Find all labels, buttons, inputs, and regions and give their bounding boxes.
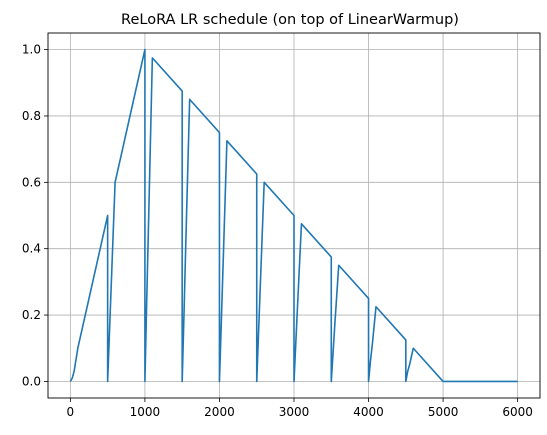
- lr-schedule-line: [69, 48, 518, 383]
- y-tick-label: 1.0: [22, 43, 41, 57]
- x-tick-label: 3000: [279, 405, 310, 419]
- chart-title: ReLoRA LR schedule (on top of LinearWarm…: [121, 12, 459, 28]
- x-tick-label: 5000: [428, 405, 459, 419]
- x-tick-label: 2000: [204, 405, 235, 419]
- y-tick-label: 0.8: [22, 109, 41, 123]
- y-axis: 0.0 0.2 0.4 0.6 0.8 1.0: [22, 43, 48, 388]
- x-tick-label: 4000: [353, 405, 384, 419]
- y-tick-label: 0.0: [22, 374, 41, 388]
- plot-area: [69, 48, 518, 383]
- y-tick-label: 0.2: [22, 308, 41, 322]
- x-axis: 0 1000 2000 3000 4000 5000 6000: [67, 398, 533, 419]
- y-tick-label: 0.4: [22, 242, 41, 256]
- x-tick-label: 1000: [130, 405, 161, 419]
- y-tick-label: 0.6: [22, 175, 41, 189]
- x-tick-label: 6000: [502, 405, 533, 419]
- x-tick-label: 0: [67, 405, 75, 419]
